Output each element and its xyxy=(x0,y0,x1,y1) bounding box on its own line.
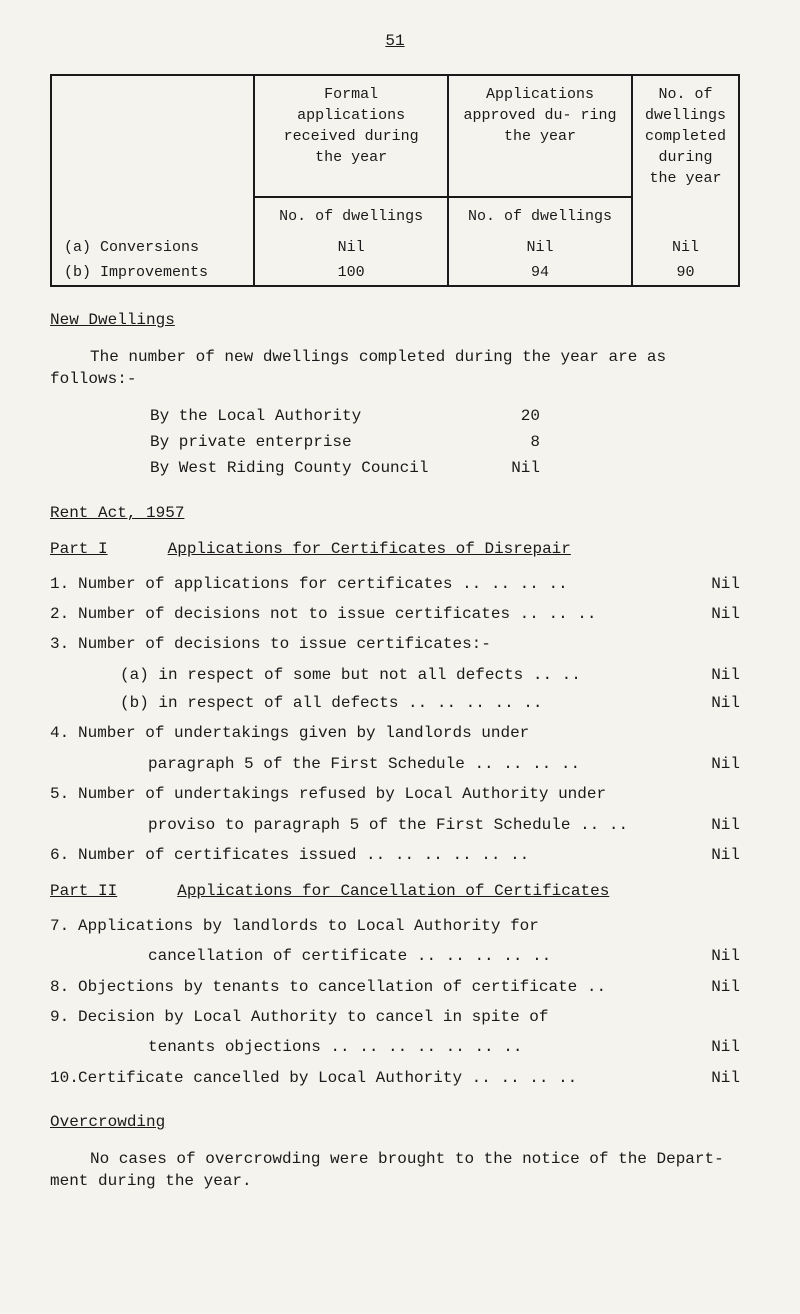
table-cell: Nil xyxy=(448,235,632,260)
list-item: 10. Certificate cancelled by Local Autho… xyxy=(50,1067,740,1089)
new-dwellings-para: The number of new dwellings completed du… xyxy=(50,346,740,391)
page: 51 Formal applications received during t… xyxy=(0,0,800,1246)
stat-row: By private enterprise 8 xyxy=(150,431,740,453)
table-cell: Nil xyxy=(254,235,448,260)
item-text: Number of applications for certificates … xyxy=(78,573,690,595)
item-number: 4. xyxy=(50,722,78,744)
item-text: Certificate cancelled by Local Authority… xyxy=(78,1067,690,1089)
dwellings-table: Formal applications received during the … xyxy=(50,74,740,287)
part-label: Part I xyxy=(50,538,108,560)
item-text: Objections by tenants to cancellation of… xyxy=(78,976,690,998)
table-cell: 100 xyxy=(254,260,448,286)
part-line: Part II Applications for Cancellation of… xyxy=(50,880,740,902)
table-row-label: (a) Conversions xyxy=(51,235,254,260)
item-value: Nil xyxy=(690,814,740,836)
item-text: Number of decisions not to issue certifi… xyxy=(78,603,690,625)
table-header-blank xyxy=(51,75,254,197)
list-item: 6. Number of certificates issued .. .. .… xyxy=(50,844,740,866)
list-item-continuation: tenants objections .. .. .. .. .. .. .. … xyxy=(50,1036,740,1058)
item-number: 7. xyxy=(50,915,78,937)
part-label: Part II xyxy=(50,880,117,902)
item-number: 10. xyxy=(50,1067,78,1089)
item-number: 9. xyxy=(50,1006,78,1028)
section-title-overcrowding: Overcrowding xyxy=(50,1111,740,1133)
item-value: Nil xyxy=(690,976,740,998)
list-item: 3. Number of decisions to issue certific… xyxy=(50,633,740,655)
item-value: Nil xyxy=(690,1036,740,1058)
table-cell-blank xyxy=(51,197,254,235)
list-item-continuation: paragraph 5 of the First Schedule .. .. … xyxy=(50,753,740,775)
table-cell-blank-2 xyxy=(632,197,739,235)
section-title-rent-act: Rent Act, 1957 xyxy=(50,502,740,524)
list-sub-item: (a) in respect of some but not all defec… xyxy=(120,664,740,686)
overcrowding-para: No cases of overcrowding were brought to… xyxy=(50,1148,740,1193)
item-text: (b) in respect of all defects .. .. .. .… xyxy=(120,692,690,714)
stat-label: By private enterprise xyxy=(150,431,480,453)
section-title-new-dwellings: New Dwellings xyxy=(50,309,740,331)
item-value: Nil xyxy=(690,664,740,686)
stat-label: By West Riding County Council xyxy=(150,457,480,479)
stat-value: 8 xyxy=(480,431,540,453)
table-header-completed: No. of dwellings completed during the ye… xyxy=(632,75,739,197)
table-subheader-dwellings-2: No. of dwellings xyxy=(448,197,632,235)
item-text: tenants objections .. .. .. .. .. .. .. xyxy=(148,1036,690,1058)
item-number: 6. xyxy=(50,844,78,866)
table-header-approved: Applications approved du- ring the year xyxy=(448,75,632,197)
item-text: Number of undertakings given by landlord… xyxy=(78,722,690,744)
list-item: 1. Number of applications for certificat… xyxy=(50,573,740,595)
item-value: Nil xyxy=(690,945,740,967)
list-item: 7. Applications by landlords to Local Au… xyxy=(50,915,740,937)
item-text: Decision by Local Authority to cancel in… xyxy=(78,1006,690,1028)
item-text: Number of undertakings refused by Local … xyxy=(78,783,690,805)
table-cell: 90 xyxy=(632,260,739,286)
item-number: 2. xyxy=(50,603,78,625)
list-sub-item: (b) in respect of all defects .. .. .. .… xyxy=(120,692,740,714)
list-item: 9. Decision by Local Authority to cancel… xyxy=(50,1006,740,1028)
stat-row: By the Local Authority 20 xyxy=(150,405,740,427)
item-text: paragraph 5 of the First Schedule .. .. … xyxy=(148,753,690,775)
item-text: proviso to paragraph 5 of the First Sche… xyxy=(148,814,690,836)
table-row-label: (b) Improvements xyxy=(51,260,254,286)
item-text: Number of certificates issued .. .. .. .… xyxy=(78,844,690,866)
table-subheader-dwellings-1: No. of dwellings xyxy=(254,197,448,235)
item-value: Nil xyxy=(690,1067,740,1089)
list-item-continuation: proviso to paragraph 5 of the First Sche… xyxy=(50,814,740,836)
item-value: Nil xyxy=(690,573,740,595)
list-item: 5. Number of undertakings refused by Loc… xyxy=(50,783,740,805)
table-cell: 94 xyxy=(448,260,632,286)
part-line: Part I Applications for Certificates of … xyxy=(50,538,740,560)
part-title: Applications for Cancellation of Certifi… xyxy=(177,880,609,902)
item-value: Nil xyxy=(690,603,740,625)
item-number: 8. xyxy=(50,976,78,998)
page-number: 51 xyxy=(50,30,740,52)
item-number: 5. xyxy=(50,783,78,805)
item-text: Number of decisions to issue certificate… xyxy=(78,633,690,655)
stat-row: By West Riding County Council Nil xyxy=(150,457,740,479)
stat-label: By the Local Authority xyxy=(150,405,480,427)
stat-value: 20 xyxy=(480,405,540,427)
table-header-formal: Formal applications received during the … xyxy=(254,75,448,197)
item-text: cancellation of certificate .. .. .. .. … xyxy=(148,945,690,967)
item-text: (a) in respect of some but not all defec… xyxy=(120,664,690,686)
list-item: 8. Objections by tenants to cancellation… xyxy=(50,976,740,998)
list-item: 2. Number of decisions not to issue cert… xyxy=(50,603,740,625)
item-number: 3. xyxy=(50,633,78,655)
item-value: Nil xyxy=(690,692,740,714)
new-dwellings-stats: By the Local Authority 20 By private ent… xyxy=(150,405,740,480)
table-cell: Nil xyxy=(632,235,739,260)
item-value: Nil xyxy=(690,844,740,866)
list-item: 4. Number of undertakings given by landl… xyxy=(50,722,740,744)
item-value: Nil xyxy=(690,753,740,775)
item-number: 1. xyxy=(50,573,78,595)
list-item-continuation: cancellation of certificate .. .. .. .. … xyxy=(50,945,740,967)
part-title: Applications for Certificates of Disrepa… xyxy=(168,538,571,560)
item-text: Applications by landlords to Local Autho… xyxy=(78,915,690,937)
stat-value: Nil xyxy=(480,457,540,479)
